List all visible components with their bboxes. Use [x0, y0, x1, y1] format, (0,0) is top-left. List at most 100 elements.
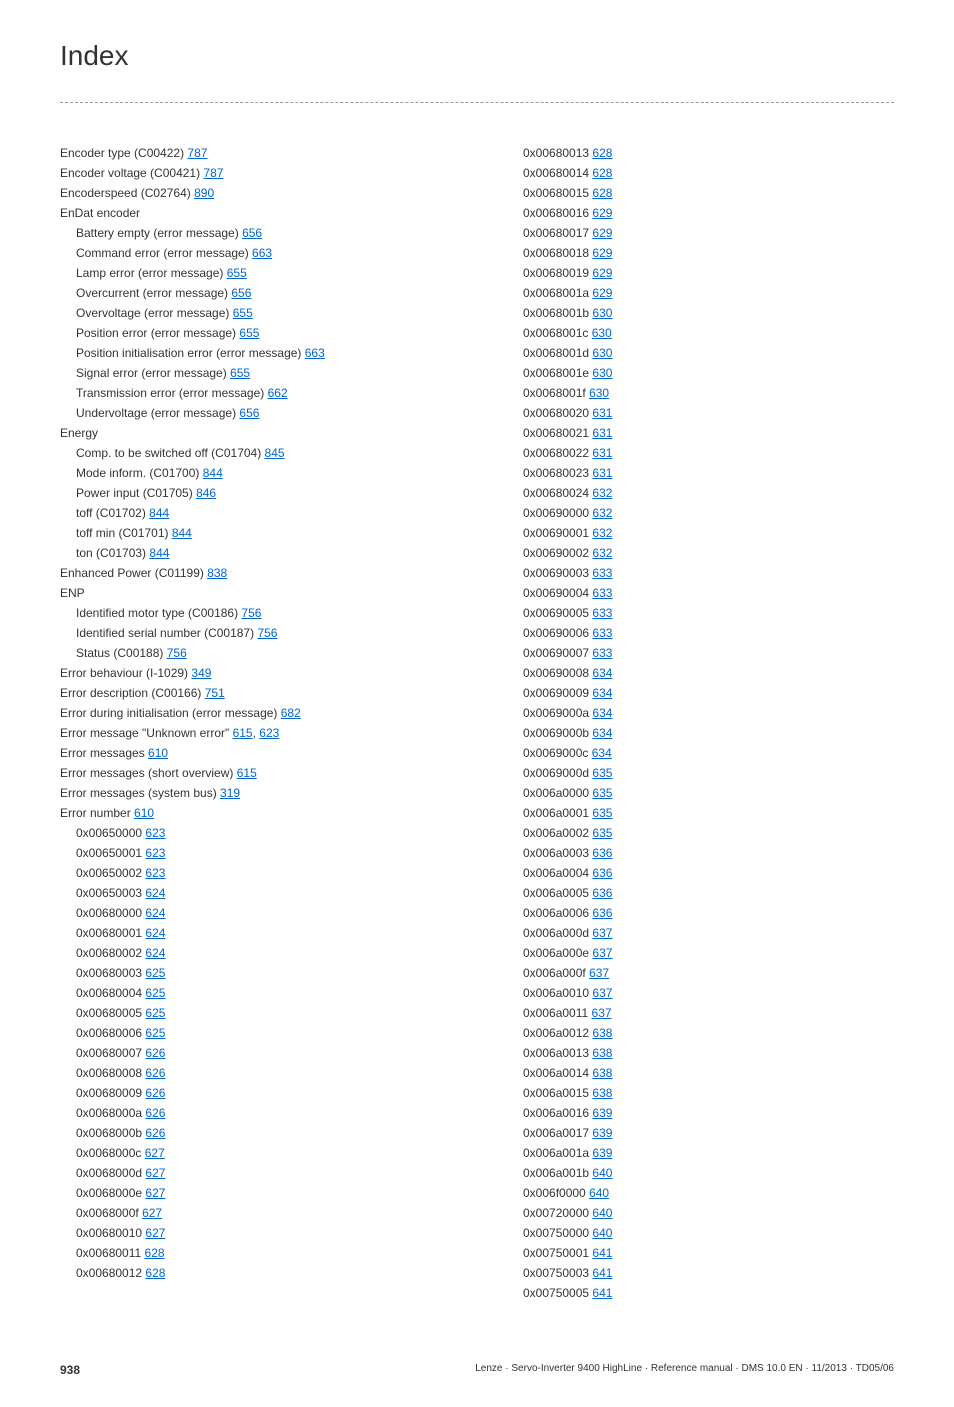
page-link[interactable]: 640: [592, 1206, 612, 1220]
page-link[interactable]: 638: [592, 1066, 612, 1080]
page-link[interactable]: 655: [227, 266, 247, 280]
page-link[interactable]: 636: [592, 906, 612, 920]
page-link[interactable]: 624: [145, 886, 165, 900]
page-link[interactable]: 636: [592, 866, 612, 880]
page-link[interactable]: 625: [145, 966, 165, 980]
page-link[interactable]: 626: [145, 1106, 165, 1120]
page-link[interactable]: 640: [589, 1186, 609, 1200]
page-link[interactable]: 629: [592, 266, 612, 280]
page-link[interactable]: 630: [592, 346, 612, 360]
page-link[interactable]: 640: [592, 1166, 612, 1180]
page-link[interactable]: 787: [203, 166, 223, 180]
page-link[interactable]: 628: [145, 1246, 165, 1260]
page-link[interactable]: 846: [196, 486, 216, 500]
page-link[interactable]: 639: [592, 1146, 612, 1160]
page-link[interactable]: 627: [145, 1186, 165, 1200]
page-link[interactable]: 627: [145, 1226, 165, 1240]
page-link[interactable]: 634: [592, 746, 612, 760]
page-link[interactable]: 656: [242, 226, 262, 240]
page-link[interactable]: 629: [592, 226, 612, 240]
page-link[interactable]: 631: [592, 426, 612, 440]
page-link[interactable]: 628: [145, 1266, 165, 1280]
page-link[interactable]: 640: [592, 1226, 612, 1240]
page-link[interactable]: 639: [592, 1126, 612, 1140]
page-link[interactable]: 635: [592, 806, 612, 820]
page-link[interactable]: 610: [148, 746, 168, 760]
page-link[interactable]: 632: [592, 506, 612, 520]
page-link[interactable]: 626: [145, 1086, 165, 1100]
page-link[interactable]: 625: [145, 1006, 165, 1020]
page-link[interactable]: 623: [259, 726, 279, 740]
page-link[interactable]: 637: [592, 1006, 612, 1020]
page-link[interactable]: 631: [592, 406, 612, 420]
page-link[interactable]: 632: [592, 486, 612, 500]
page-link[interactable]: 632: [592, 526, 612, 540]
page-link[interactable]: 634: [592, 706, 612, 720]
page-link[interactable]: 655: [230, 366, 250, 380]
page-link[interactable]: 639: [592, 1106, 612, 1120]
page-link[interactable]: 625: [145, 986, 165, 1000]
page-link[interactable]: 628: [592, 166, 612, 180]
page-link[interactable]: 663: [305, 346, 325, 360]
page-link[interactable]: 630: [592, 306, 612, 320]
page-link[interactable]: 638: [592, 1086, 612, 1100]
page-link[interactable]: 656: [239, 406, 259, 420]
page-link[interactable]: 626: [145, 1046, 165, 1060]
page-link[interactable]: 655: [233, 306, 253, 320]
page-link[interactable]: 624: [145, 906, 165, 920]
page-link[interactable]: 624: [145, 946, 165, 960]
page-link[interactable]: 751: [205, 686, 225, 700]
page-link[interactable]: 629: [592, 246, 612, 260]
page-link[interactable]: 623: [145, 866, 165, 880]
page-link[interactable]: 623: [145, 846, 165, 860]
page-link[interactable]: 615: [237, 766, 257, 780]
page-link[interactable]: 844: [203, 466, 223, 480]
page-link[interactable]: 631: [592, 446, 612, 460]
page-link[interactable]: 633: [592, 646, 612, 660]
page-link[interactable]: 634: [592, 666, 612, 680]
page-link[interactable]: 626: [145, 1066, 165, 1080]
page-link[interactable]: 637: [589, 966, 609, 980]
page-link[interactable]: 623: [145, 826, 165, 840]
page-link[interactable]: 844: [149, 506, 169, 520]
page-link[interactable]: 890: [194, 186, 214, 200]
page-link[interactable]: 319: [220, 786, 240, 800]
page-link[interactable]: 349: [191, 666, 211, 680]
page-link[interactable]: 629: [592, 286, 612, 300]
page-link[interactable]: 627: [145, 1166, 165, 1180]
page-link[interactable]: 635: [592, 826, 612, 840]
page-link[interactable]: 635: [592, 766, 612, 780]
page-link[interactable]: 625: [145, 1026, 165, 1040]
page-link[interactable]: 615: [233, 726, 253, 740]
page-link[interactable]: 637: [592, 926, 612, 940]
page-link[interactable]: 845: [265, 446, 285, 460]
page-link[interactable]: 630: [592, 326, 612, 340]
page-link[interactable]: 756: [167, 646, 187, 660]
page-link[interactable]: 633: [592, 566, 612, 580]
page-link[interactable]: 682: [281, 706, 301, 720]
page-link[interactable]: 787: [187, 146, 207, 160]
page-link[interactable]: 641: [592, 1266, 612, 1280]
page-link[interactable]: 637: [592, 986, 612, 1000]
page-link[interactable]: 635: [592, 786, 612, 800]
page-link[interactable]: 637: [592, 946, 612, 960]
page-link[interactable]: 641: [592, 1246, 612, 1260]
page-link[interactable]: 631: [592, 466, 612, 480]
page-link[interactable]: 655: [239, 326, 259, 340]
page-link[interactable]: 636: [592, 846, 612, 860]
page-link[interactable]: 634: [592, 686, 612, 700]
page-link[interactable]: 628: [592, 146, 612, 160]
page-link[interactable]: 838: [207, 566, 227, 580]
page-link[interactable]: 630: [589, 386, 609, 400]
page-link[interactable]: 638: [592, 1046, 612, 1060]
page-link[interactable]: 656: [231, 286, 251, 300]
page-link[interactable]: 663: [252, 246, 272, 260]
page-link[interactable]: 636: [592, 886, 612, 900]
page-link[interactable]: 844: [149, 546, 169, 560]
page-link[interactable]: 662: [268, 386, 288, 400]
page-link[interactable]: 638: [592, 1026, 612, 1040]
page-link[interactable]: 627: [145, 1146, 165, 1160]
page-link[interactable]: 627: [142, 1206, 162, 1220]
page-link[interactable]: 641: [592, 1286, 612, 1300]
page-link[interactable]: 624: [145, 926, 165, 940]
